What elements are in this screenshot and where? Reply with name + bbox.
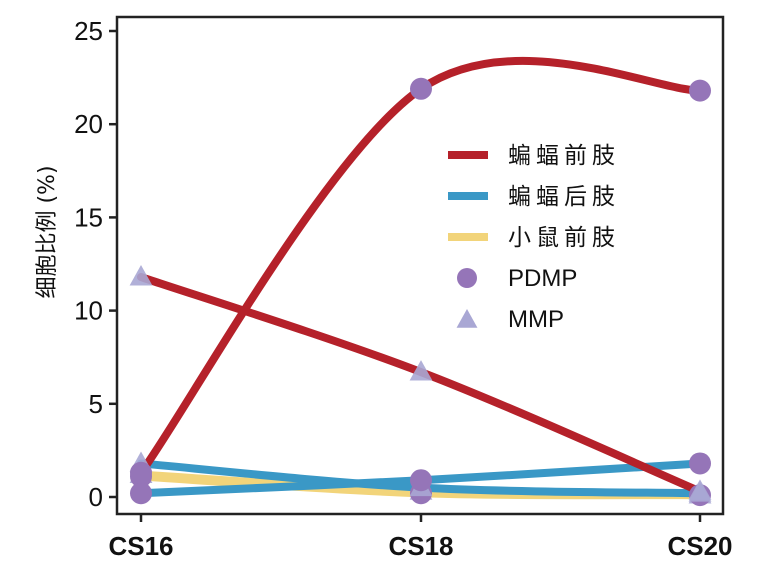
legend-circle-marker — [457, 268, 477, 288]
legend-label: 小鼠前肢 — [508, 225, 620, 251]
pdmp-marker — [410, 469, 432, 492]
y-tick-label: 5 — [89, 389, 103, 419]
y-tick-label: 25 — [74, 16, 103, 46]
series-line-bat_forelimb-pdmp — [137, 56, 704, 477]
pdmp-marker — [130, 482, 152, 505]
y-axis-title: 细胞比例 (%) — [35, 165, 60, 298]
pdmp-marker — [689, 79, 711, 102]
y-tick-label: 15 — [74, 202, 103, 232]
x-tick-label: CS16 — [108, 531, 173, 561]
y-tick-label: 10 — [74, 296, 103, 326]
legend-label: 蝙蝠前肢 — [508, 143, 620, 169]
legend-triangle-marker — [456, 309, 478, 328]
x-tick-label: CS20 — [667, 531, 732, 561]
x-tick-label: CS18 — [388, 531, 453, 561]
legend-label: PDMP — [508, 265, 577, 292]
legend-label: MMP — [508, 306, 564, 333]
y-tick-label: 20 — [74, 109, 103, 139]
y-tick-label: 0 — [89, 482, 103, 512]
legend-label: 蝙蝠后肢 — [508, 184, 620, 210]
mmp-marker — [409, 360, 433, 381]
mmp-marker — [129, 265, 153, 286]
pdmp-marker — [689, 452, 711, 475]
mmp-marker — [688, 479, 712, 500]
series-line-bat_forelimb-mmp — [137, 273, 704, 496]
pdmp-marker — [410, 77, 432, 100]
pdmp-marker — [130, 461, 152, 484]
